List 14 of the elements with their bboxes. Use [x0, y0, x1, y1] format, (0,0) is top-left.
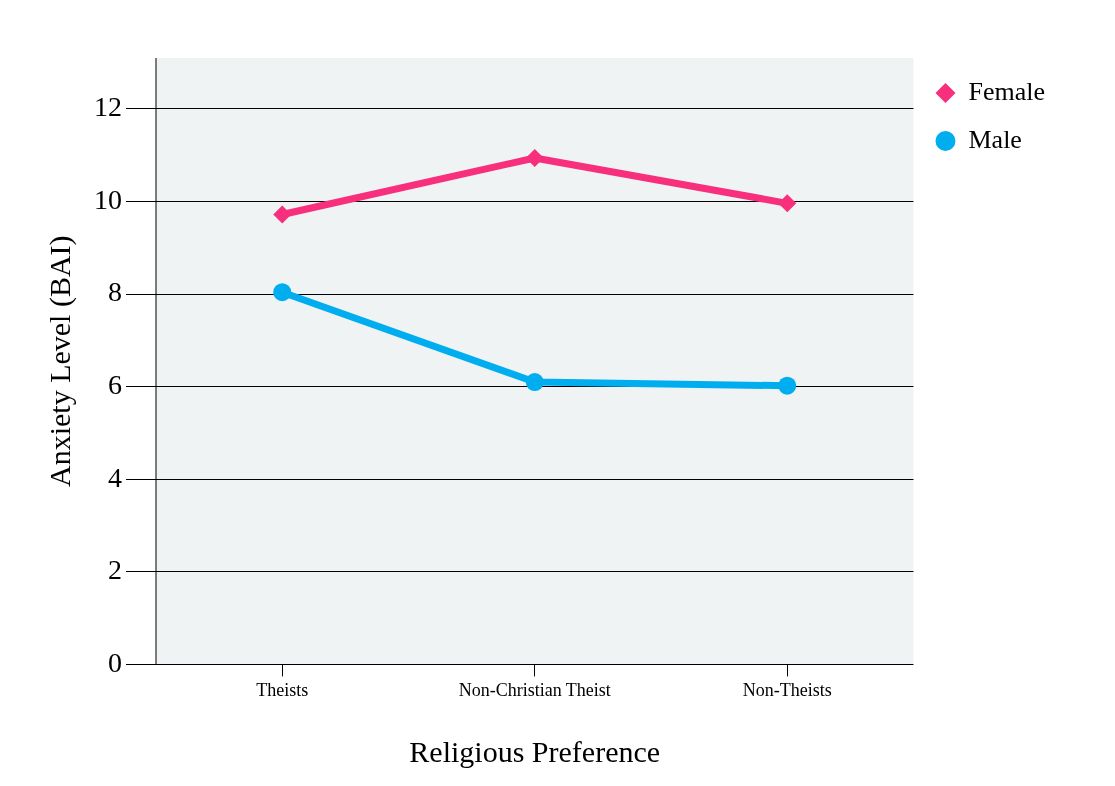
y-tick-label: 0 — [108, 646, 122, 678]
y-tick-label: 4 — [108, 461, 122, 493]
legend-label: Male — [968, 124, 1022, 154]
legend-label: Female — [968, 76, 1045, 106]
y-tick-label: 12 — [94, 91, 122, 123]
x-axis-title: Religious Preference — [409, 734, 661, 768]
x-tick-label: Non-Theists — [742, 679, 832, 700]
y-tick-label: 6 — [108, 369, 122, 401]
y-tick-label: 10 — [94, 183, 122, 215]
x-tick-label: Non-Christian Theist — [458, 679, 611, 700]
y-axis-title: Anxiety Level (BAI) — [42, 235, 77, 487]
y-tick-label: 8 — [108, 276, 122, 308]
x-tick-label: Theists — [256, 679, 309, 700]
y-tick-label: 2 — [108, 554, 122, 586]
